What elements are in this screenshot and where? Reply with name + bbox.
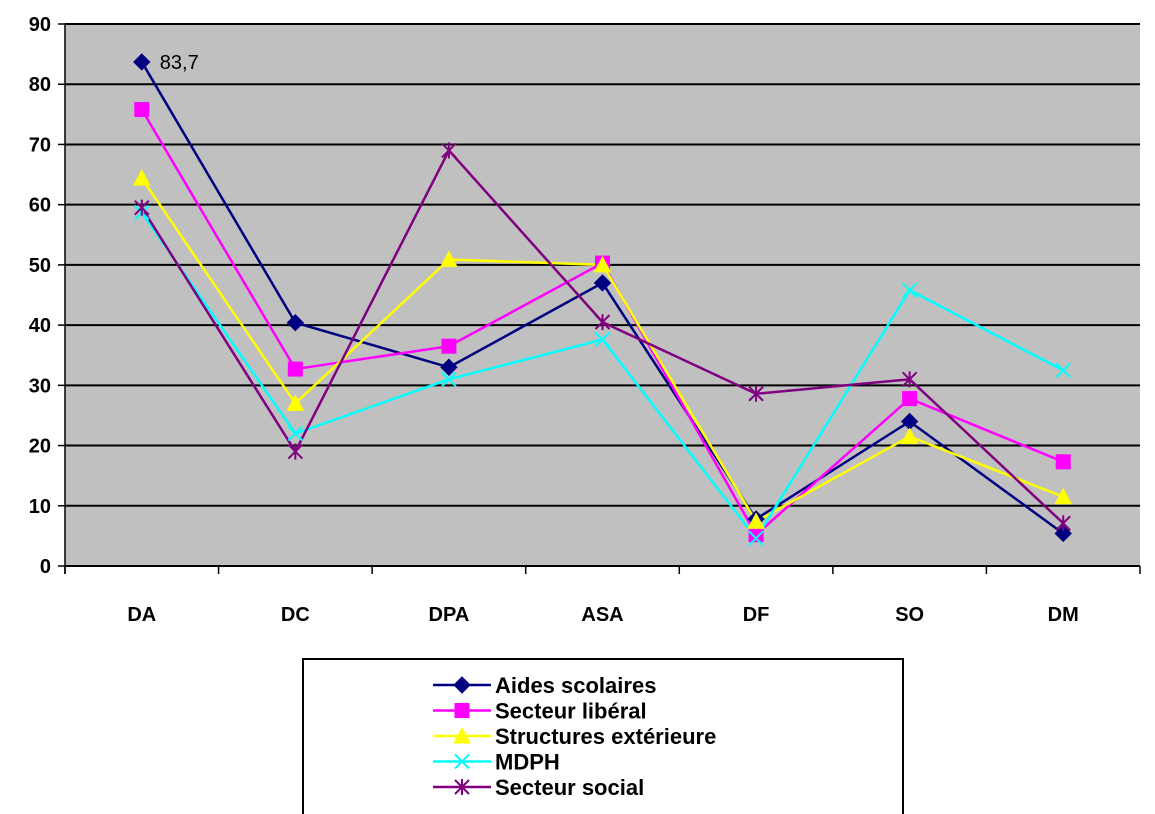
plot-area xyxy=(65,24,1140,566)
marker-x-stroke xyxy=(901,282,918,298)
marker-diamond xyxy=(440,358,458,376)
y-axis-tick-labels: 0 10 20 30 40 50 60 70 80 90 xyxy=(29,14,51,578)
marker-star xyxy=(1055,515,1071,532)
legend-box xyxy=(302,658,904,814)
x-tick-label: ASA xyxy=(581,604,623,626)
marker-triangle xyxy=(593,255,612,273)
marker-x xyxy=(748,530,764,547)
marker-star xyxy=(441,142,457,159)
legend-entry-label: Aides scolaires xyxy=(495,673,656,698)
marker-x xyxy=(287,425,304,442)
x-tick-label: DF xyxy=(743,604,770,626)
marker-square xyxy=(287,361,303,377)
marker-star xyxy=(134,199,150,216)
x-tick-label: DPA xyxy=(429,604,470,626)
marker-star xyxy=(287,443,304,460)
marker-diamond xyxy=(1054,524,1072,543)
marker-x-stroke xyxy=(748,530,764,547)
y-tick-label: 0 xyxy=(40,556,51,578)
marker-x-stroke xyxy=(594,331,611,348)
x-tick-label: SO xyxy=(895,604,924,626)
y-tick-label: 70 xyxy=(29,134,51,156)
x-tick-label: DC xyxy=(281,604,310,626)
y-tick-label: 60 xyxy=(29,195,51,217)
marker-diamond xyxy=(286,313,305,332)
y-tick-label: 50 xyxy=(29,255,51,277)
y-tick-label: 80 xyxy=(29,74,51,96)
marker-star xyxy=(748,385,764,402)
marker-diamond xyxy=(133,53,151,71)
marker-x xyxy=(441,371,457,388)
marker-x xyxy=(1055,362,1071,378)
marker-triangle xyxy=(286,394,305,411)
marker-triangle xyxy=(440,250,458,267)
y-tick-label: 20 xyxy=(29,436,51,458)
x-tick-label: DA xyxy=(127,604,156,626)
marker-x-stroke xyxy=(441,371,457,388)
y-tick-label: 40 xyxy=(29,315,51,337)
marker-star xyxy=(901,371,918,388)
marker-triangle xyxy=(1054,487,1073,505)
marker-triangle xyxy=(747,512,765,529)
legend-entry-label: Structures extérieure xyxy=(495,724,716,749)
marker-x-stroke xyxy=(454,753,470,770)
marker-diamond xyxy=(593,274,612,292)
marker-star xyxy=(454,779,470,795)
legend-entry-label: Secteur social xyxy=(495,775,644,800)
legend-entry-label: MDPH xyxy=(495,750,560,775)
marker-x xyxy=(454,753,470,770)
marker-square xyxy=(1055,454,1071,470)
marker-square xyxy=(441,338,457,354)
marker-diamond xyxy=(453,676,471,694)
y-tick-label: 10 xyxy=(29,496,51,518)
marker-triangle xyxy=(900,427,919,445)
y-tick-label: 30 xyxy=(29,375,51,397)
marker-square xyxy=(134,102,150,118)
marker-square xyxy=(454,703,470,718)
marker-triangle xyxy=(132,169,151,186)
marker-x-stroke xyxy=(287,425,304,442)
x-tick-label: DM xyxy=(1048,604,1079,626)
x-axis-tick-labels: DA DC DPA ASA DF SO DM xyxy=(127,604,1078,626)
marker-triangle xyxy=(453,726,471,744)
marker-x xyxy=(594,331,611,348)
y-tick-label: 90 xyxy=(29,14,51,36)
series-markers xyxy=(132,53,1073,547)
legend-entry-label: Secteur libéral xyxy=(495,699,647,724)
data-labels: 83,7 xyxy=(160,52,199,74)
marker-square xyxy=(902,391,918,407)
data-label: 83,7 xyxy=(160,52,199,74)
marker-star xyxy=(594,314,611,331)
axes xyxy=(64,24,1141,574)
marker-x-stroke xyxy=(1055,362,1071,378)
marker-x xyxy=(901,282,918,298)
